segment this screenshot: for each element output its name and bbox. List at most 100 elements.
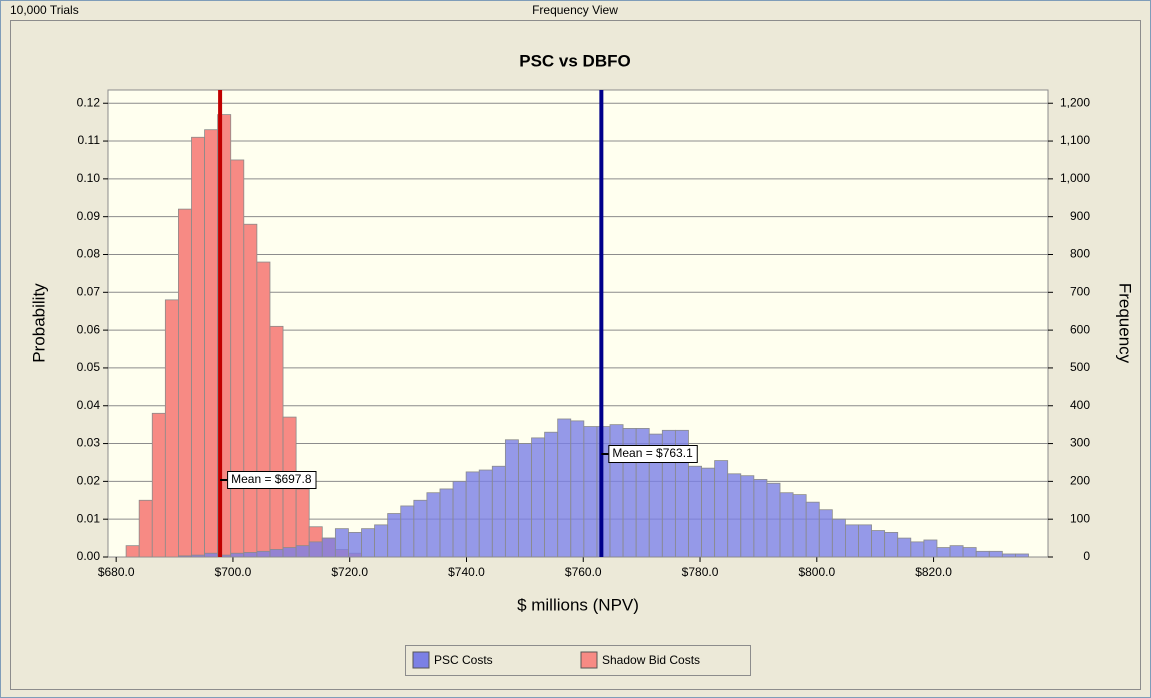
trials-label: 10,000 Trials: [10, 3, 79, 17]
y2-tick-label: 900: [1070, 209, 1090, 223]
histogram-bar: [478, 469, 493, 558]
histogram-bar: [191, 554, 205, 558]
legend-swatch: [412, 651, 430, 669]
histogram-bar: [491, 465, 506, 558]
mean-label-box: [608, 445, 698, 463]
histogram-bar: [504, 439, 519, 558]
histogram-bar: [544, 431, 559, 558]
histogram-bar: [204, 552, 219, 558]
y-tick-label: 0.11: [78, 133, 101, 147]
histogram-bar: [374, 524, 389, 558]
histogram-bar: [439, 488, 454, 558]
histogram-bar: [243, 552, 258, 558]
histogram-bar: [923, 539, 938, 558]
x-axis-label: $ millions (NPV): [517, 595, 639, 614]
histogram-bar: [949, 545, 964, 558]
histogram-bar: [204, 129, 219, 558]
mean-label: Mean = $763.1: [612, 446, 693, 460]
histogram-bar: [701, 467, 716, 558]
histogram-bar: [178, 208, 192, 558]
histogram-bar: [151, 412, 166, 558]
legend: [405, 645, 751, 676]
histogram-bar: [910, 541, 925, 558]
y2-tick-label: 1,000: [1060, 171, 1090, 185]
y-tick-label: 0.06: [77, 322, 101, 336]
histogram-bar: [308, 541, 323, 558]
y2-axis-label: Frequency: [1116, 283, 1135, 364]
mean-label: Mean = $697.8: [231, 472, 312, 486]
histogram-bar: [164, 299, 179, 558]
histogram-bar: [138, 499, 153, 558]
histogram-bar: [975, 550, 990, 558]
histogram-bar: [465, 471, 480, 558]
histogram-bar: [557, 418, 572, 558]
histogram-bar: [1001, 553, 1016, 558]
histogram-bar: [740, 475, 755, 558]
legend-label: Shadow Bid Costs: [602, 653, 700, 667]
histogram-bar: [845, 524, 859, 558]
y2-tick-label: 0: [1083, 549, 1090, 563]
x-tick-label: $680.0: [98, 565, 135, 579]
y-tick-label: 0.07: [77, 284, 101, 298]
histogram-bar: [348, 532, 362, 558]
histogram-bar: [884, 532, 899, 558]
histogram-bar: [805, 501, 820, 558]
histogram-bar: [609, 424, 624, 558]
legend-swatch: [580, 651, 598, 669]
histogram-bar: [295, 545, 310, 558]
histogram-bar: [230, 159, 245, 558]
y2-tick-label: 800: [1070, 247, 1090, 261]
histogram-bar: [858, 524, 872, 558]
histogram-bar: [269, 549, 284, 558]
y-tick-label: 0.09: [77, 209, 101, 223]
histogram-bar: [583, 426, 598, 558]
histogram-bar: [282, 547, 297, 558]
y2-tick-label: 200: [1070, 474, 1090, 488]
histogram-bar: [178, 555, 192, 558]
histogram-bar: [518, 443, 532, 558]
y-tick-label: 0.01: [77, 511, 101, 525]
histogram-bar: [570, 420, 585, 558]
histogram-bar: [230, 552, 245, 558]
histogram-bar: [413, 499, 428, 558]
histogram-bar: [936, 547, 951, 558]
histogram-bar: [191, 136, 205, 558]
mean-label-box: [227, 471, 317, 489]
y-tick-label: 0.02: [77, 474, 101, 488]
histogram-bar: [426, 492, 441, 558]
histogram-bar: [321, 537, 336, 558]
histogram-bar: [596, 426, 611, 558]
y-tick-label: 0.03: [77, 436, 101, 450]
y2-tick-label: 400: [1070, 398, 1090, 412]
x-tick-label: $740.0: [448, 565, 485, 579]
y-tick-label: 0.04: [77, 398, 101, 412]
x-tick-label: $820.0: [915, 565, 952, 579]
y-tick-label: 0.00: [77, 549, 101, 563]
histogram-bar: [125, 545, 140, 558]
y2-tick-label: 1,100: [1060, 133, 1090, 147]
histogram-bar: [727, 473, 742, 558]
histogram-bar: [400, 505, 415, 558]
y2-tick-label: 1,200: [1060, 95, 1090, 109]
x-tick-label: $760.0: [565, 565, 602, 579]
histogram-bar: [1015, 553, 1029, 558]
histogram-bar: [452, 480, 467, 558]
y-tick-label: 0.05: [77, 360, 101, 374]
histogram-bar: [243, 223, 258, 558]
histogram-bar: [361, 528, 375, 558]
y2-tick-label: 300: [1070, 436, 1090, 450]
histogram-bar: [753, 479, 768, 558]
histogram-bar: [792, 494, 807, 558]
view-label: Frequency View: [532, 3, 618, 17]
histogram-bar: [962, 547, 977, 558]
x-tick-label: $720.0: [331, 565, 368, 579]
histogram-bar: [256, 261, 271, 558]
y-tick-label: 0.12: [77, 95, 101, 109]
y-axis-label: Probability: [29, 283, 48, 363]
histogram-bar: [334, 528, 349, 558]
histogram-bar: [531, 437, 546, 558]
y2-tick-label: 600: [1070, 322, 1090, 336]
histogram-bar: [269, 325, 284, 558]
x-tick-label: $700.0: [215, 565, 252, 579]
